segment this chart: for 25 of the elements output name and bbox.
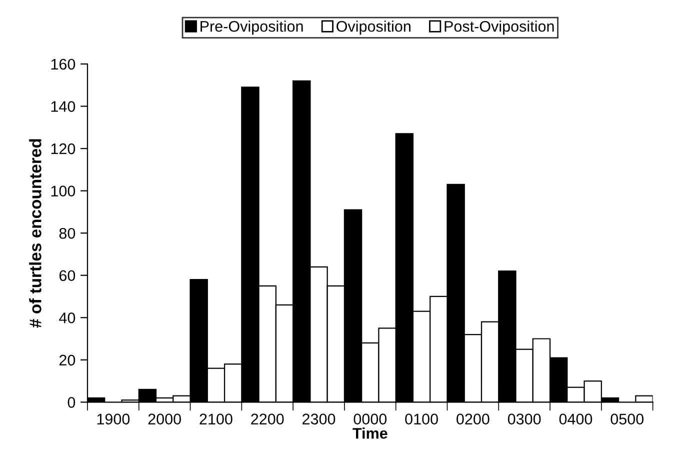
x-tick-label: 0200 — [456, 414, 490, 424]
x-tick-label: 0100 — [405, 414, 438, 424]
legend-label: Post-Oviposition — [444, 20, 554, 35]
y-tick-label: 120 — [51, 143, 76, 154]
legend-label: Oviposition — [336, 20, 410, 35]
x-tick-label: 1900 — [97, 414, 130, 424]
y-tick-label: 140 — [51, 101, 76, 112]
x-tick-label: 2300 — [302, 414, 336, 424]
y-tick-label: 100 — [51, 186, 76, 196]
y-tick-label: 80 — [59, 228, 76, 239]
x-tick-label: 0400 — [559, 414, 592, 424]
x-tick-label: 2200 — [251, 414, 284, 424]
y-tick-label: 40 — [59, 312, 76, 324]
y-axis-title: # of turtles encountered — [29, 139, 42, 328]
y-tick-label: 20 — [59, 354, 76, 366]
legend-label: Pre-Oviposition — [200, 20, 303, 35]
x-axis-title: Time — [352, 428, 388, 439]
x-tick-label: 2000 — [148, 414, 181, 424]
x-tick-label: 0300 — [508, 414, 541, 424]
y-tick-label: 0 — [68, 397, 76, 408]
y-tick-label: 160 — [51, 58, 76, 70]
x-tick-label: 2100 — [200, 414, 232, 424]
y-tick-label: 60 — [59, 270, 76, 282]
x-tick-label: 0000 — [354, 414, 387, 424]
x-tick-label: 0500 — [610, 414, 644, 424]
